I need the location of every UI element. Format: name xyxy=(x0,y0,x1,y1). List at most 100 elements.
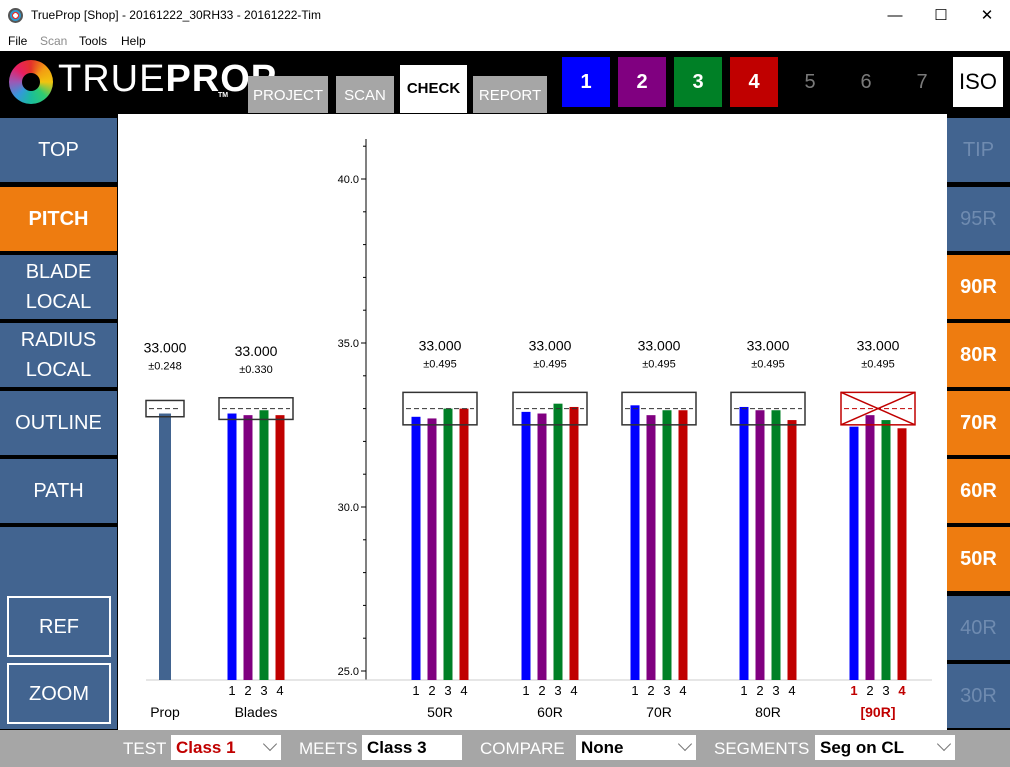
radius-50r-button[interactable]: 50R xyxy=(947,527,1010,591)
tolerance-box xyxy=(730,391,806,426)
group-label: Prop xyxy=(150,704,180,720)
blade-6-button[interactable]: 6 xyxy=(860,71,872,93)
y-tick-label: 40.0 xyxy=(338,174,359,186)
radius-60r-button[interactable]: 60R xyxy=(947,459,1010,523)
blade-1-bar xyxy=(630,405,640,680)
segments-select[interactable]: Seg on CL xyxy=(815,735,955,760)
blade-number-label: 3 xyxy=(554,683,561,698)
tolerance-box xyxy=(840,391,916,426)
menu-scan[interactable]: Scan xyxy=(40,34,68,48)
group-label: Blades xyxy=(235,704,278,720)
blade-4-bar xyxy=(897,428,907,680)
maximize-button[interactable]: ☐ xyxy=(934,7,948,24)
blade-number-label: 4 xyxy=(679,683,686,698)
chevron-down-icon xyxy=(677,736,693,752)
blade-3-bar xyxy=(259,410,269,680)
tolerance-box xyxy=(402,391,478,426)
chart-panel: 40.0 35.0 30.0 25.0 33.000 ±0.248 Prop 33.000 ±0… xyxy=(118,114,947,730)
tolerance-label: ±0.495 xyxy=(861,358,895,370)
group-label: 70R xyxy=(646,704,672,720)
radius-30r-button[interactable]: 30R xyxy=(947,664,1010,728)
nav-pitch-button[interactable]: PITCH xyxy=(0,187,117,251)
zoom-button[interactable]: ZOOM xyxy=(7,663,111,724)
y-tick-label: 30.0 xyxy=(338,502,359,514)
window-title: TrueProp [Shop] - 20161222_30RH33 - 2016… xyxy=(31,8,321,22)
compare-label: COMPARE xyxy=(480,739,565,758)
tolerance-box xyxy=(145,399,185,418)
group-label: 50R xyxy=(427,704,453,720)
compare-select[interactable]: None xyxy=(576,735,696,760)
segments-label: SEGMENTS xyxy=(714,739,810,758)
meets-label: MEETS xyxy=(299,739,358,758)
tolerance-label: ±0.495 xyxy=(642,358,676,370)
blade-3-button[interactable]: 3 xyxy=(674,57,722,107)
blade-4-bar xyxy=(678,410,688,680)
radius-40r-button[interactable]: 40R xyxy=(947,596,1010,660)
minimize-button[interactable]: — xyxy=(887,7,903,24)
radius-tip-button[interactable]: TIP xyxy=(947,118,1010,182)
iso-button[interactable]: ISO xyxy=(953,57,1003,107)
radius-90r-button[interactable]: 90R xyxy=(947,255,1010,319)
trademark-mark: TM xyxy=(218,92,229,99)
blade-4-bar xyxy=(787,420,797,680)
menu-help[interactable]: Help xyxy=(121,34,146,48)
blade-4-button[interactable]: 4 xyxy=(730,57,778,107)
menu-file[interactable]: File xyxy=(8,34,28,48)
blade-7-button[interactable]: 7 xyxy=(916,71,928,93)
tab-check[interactable]: CHECK xyxy=(400,65,467,113)
chevron-down-icon xyxy=(936,736,952,752)
blade-number-label: 4 xyxy=(570,683,577,698)
test-select[interactable]: Class 1 xyxy=(171,735,281,760)
tab-project[interactable]: PROJECT xyxy=(248,76,328,113)
blade-number-label: 2 xyxy=(647,683,654,698)
y-tick-label: 35.0 xyxy=(338,338,359,350)
blade-3-bar xyxy=(771,410,781,680)
blade-number-label: 4 xyxy=(276,683,283,698)
blade-number-label: 2 xyxy=(428,683,435,698)
blade-2-button[interactable]: 2 xyxy=(618,57,666,107)
blade-number-label: 2 xyxy=(756,683,763,698)
segments-select-value: Seg on CL xyxy=(820,738,905,757)
blade-number-label: 2 xyxy=(244,683,251,698)
tab-report[interactable]: REPORT xyxy=(473,76,547,113)
nav-top-button[interactable]: TOP xyxy=(0,118,117,182)
blade-number-label: 1 xyxy=(412,683,419,698)
blade-1-button[interactable]: 1 xyxy=(562,57,610,107)
blade-3-bar xyxy=(553,403,563,680)
blade-2-bar xyxy=(427,418,437,680)
radius-70r-button[interactable]: 70R xyxy=(947,391,1010,455)
compare-select-value: None xyxy=(581,738,624,757)
tolerance-label: ±0.330 xyxy=(239,364,273,376)
blade-3-bar xyxy=(662,410,672,680)
blade-2-bar xyxy=(865,415,875,680)
blade-2-bar xyxy=(755,410,765,680)
target-value-label: 33.000 xyxy=(235,343,278,359)
y-tick-label: 25.0 xyxy=(338,666,359,678)
app-icon xyxy=(8,8,23,23)
blade-number-label: 4 xyxy=(898,683,906,698)
radius-95r-button[interactable]: 95R xyxy=(947,187,1010,251)
target-value-label: 33.000 xyxy=(747,337,790,353)
fail-cross-line xyxy=(840,391,916,426)
blade-number-label: 1 xyxy=(850,683,857,698)
blade-2-bar xyxy=(537,413,547,680)
blade-3-bar xyxy=(881,420,891,680)
blade-number-label: 4 xyxy=(788,683,795,698)
menu-tools[interactable]: Tools xyxy=(79,34,108,48)
blade-5-button[interactable]: 5 xyxy=(804,71,816,93)
tab-scan[interactable]: SCAN xyxy=(336,76,394,113)
blade-number-label: 3 xyxy=(663,683,670,698)
target-value-label: 33.000 xyxy=(638,337,681,353)
nav-blade-local-button[interactable]: BLADE LOCAL xyxy=(0,255,117,319)
nav-path-button[interactable]: PATH xyxy=(0,459,117,523)
meets-value: Class 3 xyxy=(362,735,462,760)
nav-outline-button[interactable]: OUTLINE xyxy=(0,391,117,455)
blade-number-label: 3 xyxy=(444,683,451,698)
tolerance-box xyxy=(218,397,294,421)
close-button[interactable]: ✕ xyxy=(980,7,994,24)
radius-80r-button[interactable]: 80R xyxy=(947,323,1010,387)
nav-radius-local-button[interactable]: RADIUS LOCAL xyxy=(0,323,117,387)
tolerance-label: ±0.495 xyxy=(533,358,567,370)
title-bar: TrueProp [Shop] - 20161222_30RH33 - 2016… xyxy=(0,0,1010,31)
ref-button[interactable]: REF xyxy=(7,596,111,657)
